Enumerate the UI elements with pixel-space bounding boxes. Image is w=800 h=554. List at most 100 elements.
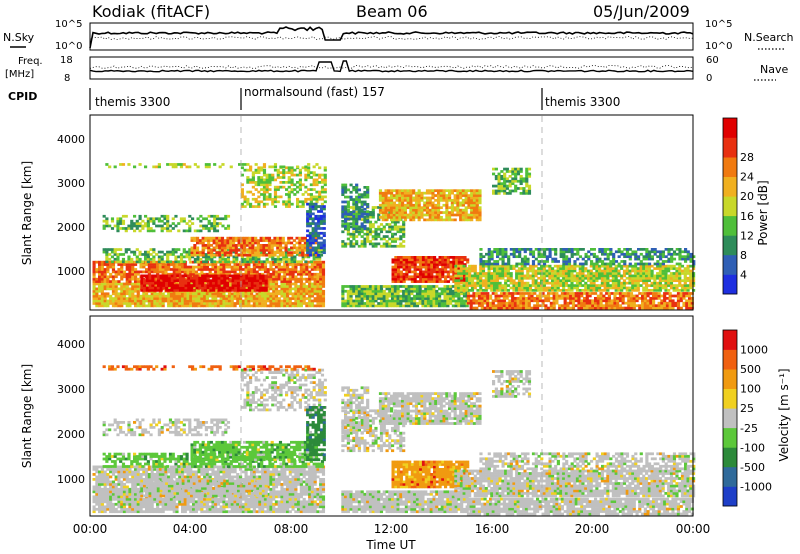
- heatmap-cell: [366, 232, 370, 236]
- heatmap-cell: [366, 235, 370, 238]
- heatmap-cell: [210, 257, 214, 261]
- heatmap-cell: [631, 284, 635, 287]
- heatmap-cell: [297, 294, 301, 298]
- heatmap-cell: [271, 178, 275, 182]
- heatmap-cell: [201, 241, 205, 245]
- heatmap-cell: [371, 242, 375, 246]
- heatmap-cell: [272, 294, 276, 298]
- heatmap-cell: [222, 265, 226, 269]
- heatmap-cell: [317, 219, 321, 223]
- heatmap-cell: [165, 284, 169, 287]
- heatmap-cell: [475, 196, 479, 200]
- heatmap-cell: [302, 282, 306, 286]
- heatmap-cell: [273, 178, 278, 182]
- heatmap-cell: [209, 289, 213, 292]
- heatmap-cell: [658, 279, 662, 283]
- heatmap-cell: [246, 257, 250, 261]
- heatmap-cell: [228, 274, 232, 278]
- heatmap-cell: [292, 251, 296, 255]
- heatmap-cell: [600, 272, 604, 275]
- heatmap-cell: [196, 260, 200, 264]
- heatmap-cell: [251, 255, 255, 259]
- heatmap-cell: [443, 294, 447, 298]
- heatmap-cell: [349, 240, 353, 243]
- heatmap-cell: [205, 302, 209, 305]
- heatmap-cell: [556, 284, 560, 287]
- heatmap-cell: [398, 201, 402, 205]
- heatmap-cell: [264, 279, 268, 283]
- heatmap-cell: [393, 237, 397, 241]
- heatmap-cell: [131, 272, 135, 276]
- heatmap-cell: [443, 287, 447, 291]
- heatmap-cell: [263, 299, 268, 303]
- heatmap-cell: [398, 213, 402, 217]
- heatmap-cell: [526, 276, 530, 280]
- heatmap-cell: [148, 281, 152, 285]
- heatmap-cell: [319, 231, 324, 235]
- heatmap-cell: [210, 224, 214, 228]
- heatmap-cell: [248, 244, 252, 247]
- heatmap-cell: [459, 267, 463, 270]
- heatmap-cell: [438, 294, 442, 298]
- heatmap-cell: [217, 286, 221, 290]
- heatmap-cell: [614, 274, 618, 278]
- heatmap-cell: [479, 281, 483, 285]
- heatmap-cell: [408, 265, 412, 269]
- heatmap-cell: [171, 253, 175, 256]
- heatmap-cell: [371, 292, 375, 296]
- heatmap-cell: [102, 248, 106, 251]
- heatmap-cell: [159, 289, 163, 292]
- heatmap-cell: [490, 281, 494, 285]
- heatmap-cell: [402, 285, 406, 288]
- heatmap-cell: [280, 294, 284, 298]
- heatmap-cell: [428, 199, 432, 202]
- heatmap-cell: [204, 257, 208, 261]
- heatmap-cell: [401, 211, 405, 214]
- heatmap-cell: [402, 265, 406, 269]
- heatmap-cell: [553, 289, 557, 292]
- heatmap-cell: [103, 275, 107, 279]
- heatmap-cell: [417, 216, 421, 219]
- heatmap-cell: [441, 260, 445, 264]
- heatmap-cell: [456, 213, 460, 217]
- heatmap-cell: [457, 260, 461, 264]
- heatmap-cell: [298, 250, 302, 254]
- heatmap-cell: [178, 292, 182, 296]
- heatmap-cell: [390, 199, 394, 202]
- heatmap-cell: [405, 272, 409, 276]
- heatmap-cell: [196, 255, 200, 259]
- heatmap-cell: [203, 272, 207, 276]
- heatmap-cell: [177, 260, 181, 264]
- heatmap-cell: [452, 270, 456, 274]
- heatmap-cell: [232, 241, 236, 245]
- heatmap-cell: [419, 275, 423, 279]
- heatmap-cell: [645, 267, 649, 270]
- heatmap-cell: [113, 257, 117, 261]
- heatmap-cell: [212, 289, 216, 292]
- heatmap-cell: [121, 214, 126, 218]
- heatmap-cell: [470, 211, 474, 214]
- heatmap-cell: [117, 270, 121, 274]
- heatmap-cell: [672, 284, 676, 287]
- heatmap-cell: [210, 260, 214, 264]
- heatmap-cell: [317, 241, 321, 245]
- heatmap-cell: [429, 292, 433, 296]
- heatmap-cell: [506, 284, 510, 287]
- heatmap-cell: [435, 299, 439, 303]
- heatmap-cell: [453, 218, 457, 222]
- heatmap-cell: [264, 281, 268, 285]
- heatmap-cell: [465, 272, 469, 275]
- heatmap-cell: [461, 189, 465, 193]
- heatmap-cell: [669, 279, 674, 283]
- heatmap-cell: [423, 201, 427, 205]
- heatmap-cell: [534, 264, 538, 268]
- heatmap-cell: [178, 274, 183, 278]
- heatmap-cell: [276, 244, 280, 247]
- heatmap-cell: [120, 285, 124, 288]
- heatmap-cell: [603, 264, 607, 268]
- heatmap-cell: [103, 285, 107, 288]
- heatmap-cell: [320, 202, 325, 206]
- heatmap-cell: [103, 282, 107, 286]
- heatmap-cell: [454, 269, 458, 273]
- heatmap-cell: [540, 267, 544, 270]
